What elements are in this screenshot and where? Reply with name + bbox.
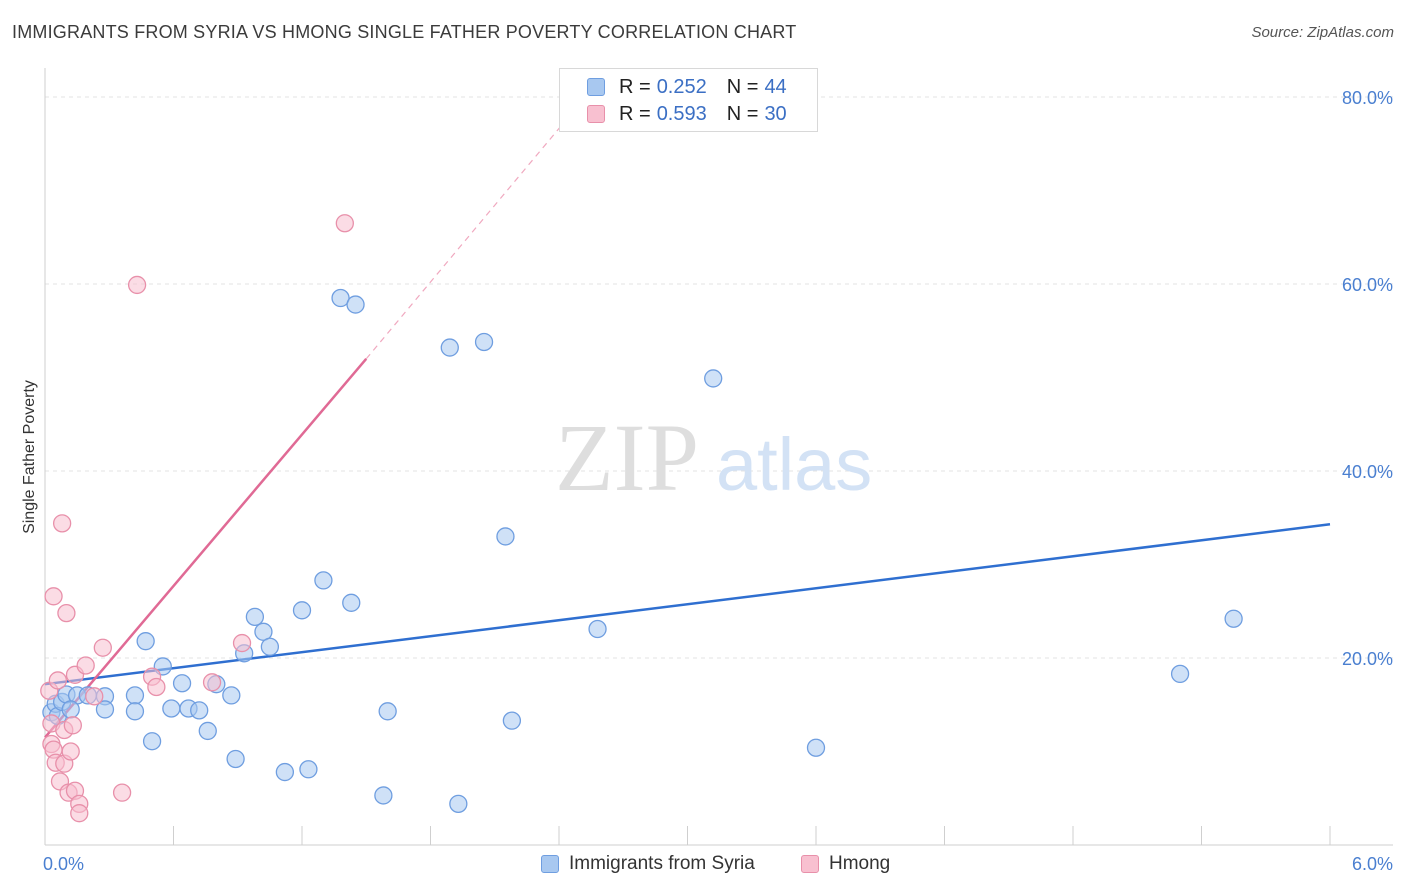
legend-n-value: 30 <box>764 102 787 125</box>
legend-n-label: N = <box>726 102 759 125</box>
legend-n-label: N = <box>726 75 759 98</box>
data-point-syria <box>346 295 365 314</box>
x-tick-label: 6.0% <box>1352 854 1393 874</box>
data-point-syria <box>292 601 312 620</box>
data-point-hmong <box>112 783 132 802</box>
data-point-syria <box>136 632 155 651</box>
watermark: ZIP atlas <box>555 404 872 511</box>
data-point-syria <box>440 338 459 357</box>
data-point-hmong <box>57 603 76 623</box>
data-point-hmong <box>232 633 252 653</box>
data-point-hmong <box>93 638 112 657</box>
data-point-syria <box>1224 609 1243 628</box>
legend-r-value: 0.252 <box>656 75 707 98</box>
data-point-syria <box>125 686 145 705</box>
source-credit: Source: ZipAtlas.com <box>1251 24 1394 41</box>
data-point-syria <box>342 593 361 612</box>
data-point-hmong <box>127 275 147 295</box>
data-point-syria <box>704 369 723 388</box>
legend-row-hmong: R = 0.593 N = 30 <box>587 103 787 125</box>
y-tick-label: 80.0% <box>1342 88 1393 108</box>
trend-line-syria <box>44 523 1331 686</box>
legend-r-label: R = <box>619 102 651 125</box>
series-label-syria: Immigrants from Syria <box>569 853 755 874</box>
data-point-hmong <box>335 214 354 233</box>
trend-line-hmong <box>44 357 368 739</box>
axes <box>44 68 1393 846</box>
watermark-zip: ZIP <box>555 404 699 511</box>
series-swatch-syria <box>541 855 559 873</box>
data-point-syria <box>95 700 115 719</box>
data-point-syria <box>142 732 162 751</box>
legend-swatch-syria <box>587 78 605 96</box>
tick-labels: 20.0% 40.0% 60.0% 80.0% 0.0% 6.0% <box>43 88 1393 874</box>
data-points <box>40 214 1243 823</box>
data-point-syria <box>260 637 280 656</box>
y-tick-label: 20.0% <box>1342 649 1393 669</box>
data-point-syria <box>61 700 80 719</box>
series-legend-syria: Immigrants from Syria <box>541 852 755 876</box>
data-point-syria <box>331 288 350 308</box>
y-tick-label: 40.0% <box>1342 462 1393 482</box>
data-point-hmong <box>76 656 95 675</box>
data-point-syria <box>222 686 241 705</box>
data-point-syria <box>125 702 145 721</box>
data-point-hmong <box>63 716 82 735</box>
data-point-hmong <box>44 587 63 606</box>
legend-r-value: 0.593 <box>656 102 707 125</box>
series-legend-hmong: Hmong <box>801 852 890 876</box>
data-point-syria <box>162 699 181 718</box>
series-label-hmong: Hmong <box>829 853 891 874</box>
data-point-hmong <box>52 514 72 533</box>
data-point-syria <box>378 702 397 721</box>
trend-lines <box>44 115 1331 739</box>
data-point-syria <box>502 711 522 730</box>
data-point-hmong <box>85 687 104 706</box>
data-point-hmong <box>61 742 80 761</box>
data-point-syria <box>588 619 607 639</box>
data-point-syria <box>1170 664 1190 684</box>
x-tick-label: 0.0% <box>43 854 84 874</box>
y-tick-label: 60.0% <box>1342 275 1393 295</box>
data-point-syria <box>474 332 494 352</box>
data-point-hmong <box>202 673 222 692</box>
data-point-syria <box>299 760 318 779</box>
data-point-syria <box>226 749 245 769</box>
legend-row-syria: R = 0.252 N = 44 <box>587 76 787 98</box>
data-point-syria <box>198 721 217 741</box>
data-point-syria <box>275 762 295 782</box>
legend-n-value: 44 <box>764 75 787 98</box>
data-point-syria <box>806 738 826 757</box>
data-point-syria <box>172 674 192 693</box>
data-point-hmong <box>70 804 89 823</box>
correlation-legend: R = 0.252 N = 44 R = 0.593 N = 30 <box>559 68 818 132</box>
legend-r-label: R = <box>619 75 651 98</box>
y-axis-label: Single Father Poverty <box>21 380 38 534</box>
data-point-syria <box>245 607 265 627</box>
watermark-atlas: atlas <box>716 423 872 506</box>
data-point-hmong <box>147 677 166 697</box>
chart-title: IMMIGRANTS FROM SYRIA VS HMONG SINGLE FA… <box>12 22 797 42</box>
data-point-hmong <box>48 671 67 690</box>
legend-swatch-hmong <box>587 105 605 123</box>
data-point-syria <box>190 701 209 720</box>
data-point-syria <box>496 527 515 546</box>
trend-extension-hmong <box>365 115 571 360</box>
data-point-syria <box>374 786 393 805</box>
data-point-syria <box>314 571 333 590</box>
series-swatch-hmong <box>801 855 819 873</box>
data-point-syria <box>449 794 468 814</box>
